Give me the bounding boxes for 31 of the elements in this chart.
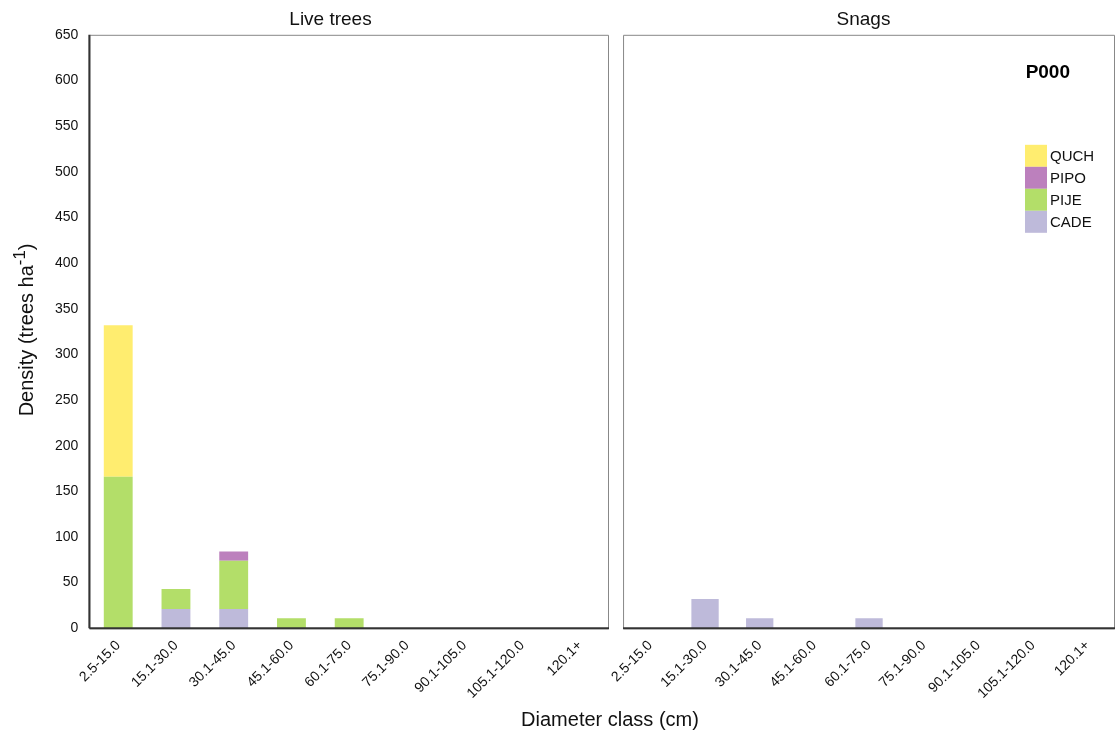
bar [103, 325, 133, 477]
bar [161, 589, 191, 610]
y-tick-label: 0 [70, 619, 79, 636]
legend-label: PIJE [1050, 190, 1082, 208]
legend-label: CADE [1050, 212, 1092, 230]
y-tick-label: 600 [55, 71, 79, 88]
bar [334, 618, 364, 629]
bar [219, 551, 249, 561]
y-tick-label: 400 [55, 253, 79, 270]
bar [219, 609, 249, 629]
y-tick-label: 500 [55, 162, 79, 179]
y-tick-label: 650 [55, 25, 79, 42]
legend-label: PIPO [1050, 168, 1086, 186]
y-tick-label: 50 [62, 573, 79, 590]
y-tick-label: 100 [55, 527, 79, 544]
bar [219, 560, 249, 610]
y-tick-label: 550 [55, 116, 79, 133]
legend-label: QUCH [1050, 146, 1095, 164]
y-tick-label: 150 [55, 482, 79, 499]
annotation: P000 [1025, 60, 1070, 82]
y-tick-label: 300 [55, 345, 79, 362]
chart-title: Snags [836, 7, 891, 29]
x-axis-title: Diameter class (cm) [521, 708, 699, 731]
bar [161, 609, 191, 629]
bar [277, 618, 306, 629]
y-tick-label: 450 [55, 208, 79, 225]
chart-title: Live trees [289, 7, 372, 29]
y-tick-label: 350 [55, 299, 79, 316]
y-tick-label: 200 [55, 436, 79, 453]
y-tick-label: 250 [55, 390, 79, 407]
bar [103, 476, 133, 629]
